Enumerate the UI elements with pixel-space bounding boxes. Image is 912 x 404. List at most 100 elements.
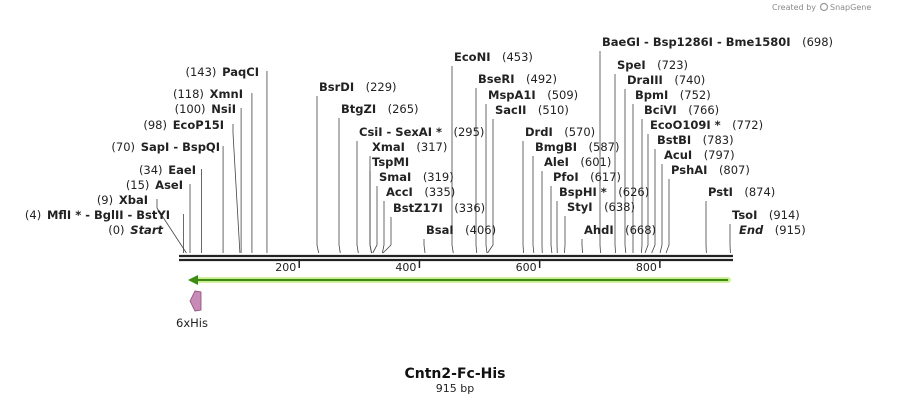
site-position: (70) (111, 140, 135, 154)
site-label-econi[interactable]: EcoNI (453) (454, 50, 533, 64)
site-label-csii[interactable]: CsiI - SexAI * (295) (359, 125, 484, 139)
site-label-bpmi[interactable]: BpmI (752) (635, 88, 711, 102)
site-name: CsiI (359, 125, 383, 139)
site-label-alei[interactable]: AleI (601) (544, 155, 611, 169)
site-label-styi[interactable]: StyI (638) (567, 200, 635, 214)
site-label-bseri[interactable]: BseRI (492) (478, 72, 557, 86)
site-name: BpmI (635, 88, 668, 102)
cut-site-leader-line (451, 66, 454, 254)
orf-arrow[interactable] (188, 275, 731, 285)
spacer (791, 35, 803, 49)
site-name: SapI (141, 140, 170, 154)
site-position: (723) (657, 58, 688, 72)
orf-arrowhead-icon (188, 275, 198, 285)
separator: - (81, 208, 94, 222)
spacer (490, 50, 502, 64)
site-label-xbai[interactable]: (9) XbaI (97, 193, 148, 207)
site-position: (914) (769, 208, 800, 222)
spacer (411, 170, 423, 184)
site-label-draiii[interactable]: DraIII (740) (627, 73, 705, 87)
site-name: EcoNI (454, 50, 490, 64)
map-length: 915 bp (436, 382, 474, 395)
site-label-bstz17i[interactable]: BstZ17I (336) (393, 201, 485, 215)
cut-site-leader-line (532, 156, 535, 254)
site-label-spei[interactable]: SpeI (723) (617, 58, 688, 72)
site-label-start[interactable]: (0) Start (108, 223, 163, 237)
site-label-eaei[interactable]: (34) EaeI (139, 163, 196, 177)
site-name: TsoI (732, 208, 757, 222)
site-label-mfli[interactable]: (4) MflI * - BglII - BstYI (25, 208, 170, 222)
site-name: AleI (544, 155, 569, 169)
site-name: BmgBI (535, 140, 577, 154)
spacer (692, 148, 704, 162)
site-label-tsoi[interactable]: TsoI (914) (732, 208, 800, 222)
site-label-tspmi[interactable]: TspMI (372, 155, 409, 169)
site-label-end[interactable]: End (915) (739, 223, 806, 237)
site-name-alt: BstYI (136, 208, 170, 222)
site-name: StyI (567, 200, 593, 214)
site-name: EcoO109I * (650, 118, 721, 132)
site-label-bsai[interactable]: BsaI (406) (426, 223, 496, 237)
site-position: (874) (744, 185, 775, 199)
site-label-baegi[interactable]: BaeGI - Bsp1286I - Bme1580I (698) (602, 35, 833, 49)
ruler-tick-label: 800 (636, 261, 657, 274)
site-label-ahdi[interactable]: AhdI (668) (584, 223, 656, 237)
site-position: (317) (416, 140, 447, 154)
site-label-sacii[interactable]: SacII (510) (495, 103, 569, 117)
site-label-bmgbi[interactable]: BmgBI (587) (535, 140, 619, 154)
spacer (354, 80, 366, 94)
spacer (443, 201, 455, 215)
site-label-bsphi[interactable]: BspHI * (626) (559, 185, 649, 199)
cut-site-leaders (156, 51, 731, 254)
site-name: BspHI * (559, 185, 607, 199)
site-label-bcivi[interactable]: BciVI (766) (644, 103, 719, 117)
site-position: (570) (564, 125, 595, 139)
spacer (515, 72, 527, 86)
site-position: (118) (173, 87, 204, 101)
cut-site-leader-line (316, 96, 320, 254)
site-position: (766) (688, 103, 719, 117)
site-label-pshai[interactable]: PshAI (807) (671, 163, 750, 177)
site-label-pfoi[interactable]: PfoI (617) (553, 170, 621, 184)
site-position: (492) (526, 72, 557, 86)
site-label-smai[interactable]: SmaI (319) (379, 170, 454, 184)
site-label-bstbi[interactable]: BstBI (783) (657, 133, 734, 147)
site-label-acci[interactable]: AccI (335) (386, 185, 455, 199)
site-label-bsrdi[interactable]: BsrDI (229) (319, 80, 397, 94)
snapgene-logo-icon (819, 2, 829, 12)
spacer (646, 58, 658, 72)
spacer (721, 118, 733, 132)
site-position: (626) (618, 185, 649, 199)
site-label-btgzi[interactable]: BtgZI (265) (341, 102, 419, 116)
site-position: (617) (590, 170, 621, 184)
spacer (526, 103, 538, 117)
site-label-asei[interactable]: (15) AseI (126, 178, 183, 192)
site-label-ecop15i[interactable]: (98) EcoP15I (143, 118, 224, 132)
ruler-tick-label: 200 (275, 261, 296, 274)
site-label-ecoo109i[interactable]: EcoO109I * (772) (650, 118, 763, 132)
site-label-drdi[interactable]: DrdI (570) (525, 125, 595, 139)
feature-6xhis[interactable]: 6xHis (176, 290, 208, 330)
site-name: SpeI (617, 58, 646, 72)
site-position: (406) (465, 223, 496, 237)
site-name: AccI (386, 185, 413, 199)
site-labels: (4) MflI * - BglII - BstYI(0) Start (9) X… (25, 35, 833, 237)
site-label-psti[interactable]: PstI (874) (708, 185, 775, 199)
cut-site-leader-line (581, 239, 583, 254)
site-label-mspa1i[interactable]: MspA1I (509) (488, 88, 578, 102)
site-label-xmni[interactable]: (118) XmnI (173, 87, 243, 101)
site-label-xmai[interactable]: XmaI (317) (372, 140, 447, 154)
site-label-acui[interactable]: AcuI (797) (664, 148, 735, 162)
site-label-nsii[interactable]: (100) NsiI (175, 102, 236, 116)
site-name: MspA1I (488, 88, 536, 102)
site-name: BaeGI (602, 35, 640, 49)
site-label-sapi[interactable]: (70) SapI - BspQI (111, 140, 220, 154)
site-label-paqci[interactable]: (143) PaqCI (185, 65, 259, 79)
cut-site-leader-line (156, 199, 187, 254)
spacer (668, 88, 680, 102)
site-position: (783) (703, 133, 734, 147)
cut-site-leader-line (564, 216, 566, 254)
site-position: (587) (589, 140, 620, 154)
site-position: (9) (97, 193, 113, 207)
site-position: (100) (175, 102, 206, 116)
